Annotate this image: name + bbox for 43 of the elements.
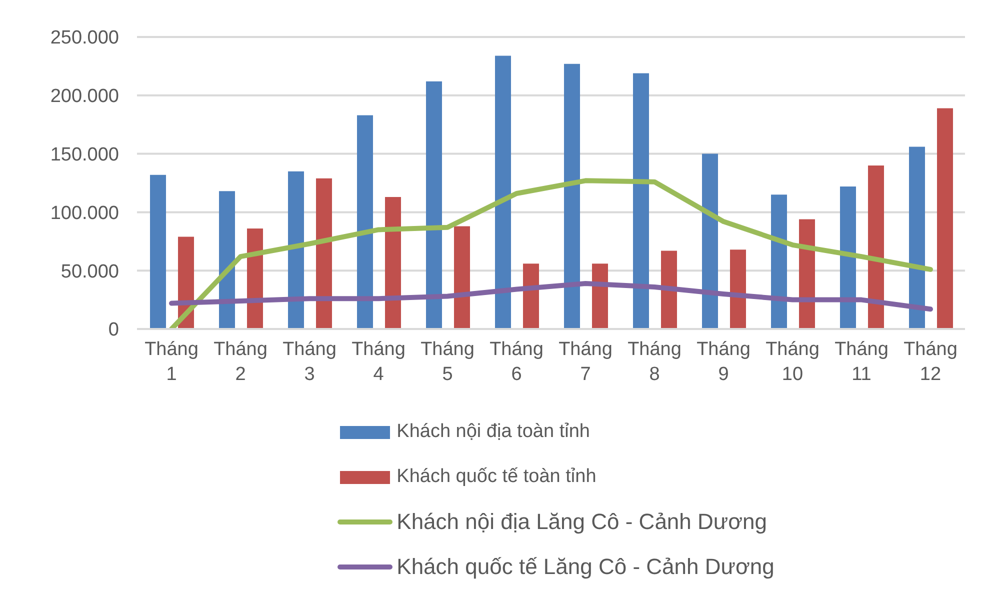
legend-label: Khách nội địa Lăng Cô - Cảnh Dương <box>396 508 768 534</box>
bar <box>868 165 884 329</box>
bar <box>633 73 649 329</box>
bar <box>316 178 332 329</box>
y-tick-label: 50.000 <box>60 261 119 282</box>
bar <box>937 108 953 329</box>
x-tick-label: Tháng 12 <box>904 339 958 385</box>
bar <box>799 219 815 329</box>
legend-label: Khách nội địa toàn tỉnh <box>396 420 590 442</box>
bar <box>564 64 580 329</box>
bar <box>592 264 608 329</box>
y-tick-label: 250.000 <box>50 28 119 49</box>
bar <box>702 154 718 329</box>
x-tick-label: Tháng 11 <box>834 339 888 385</box>
x-tick-label: Tháng 9 <box>696 339 750 385</box>
x-tick-label: Tháng 1 <box>144 339 198 385</box>
bar <box>661 250 677 329</box>
y-tick-label: 100.000 <box>50 202 119 224</box>
y-tick-label: 0 <box>108 320 119 341</box>
x-tick-label: Tháng 2 <box>214 339 268 385</box>
x-tick-label: Tháng 4 <box>352 339 406 385</box>
y-tick-label: 200.000 <box>50 86 119 108</box>
bar <box>730 250 746 329</box>
y-tick-label: 150.000 <box>50 144 119 166</box>
bar <box>454 226 470 329</box>
bar <box>495 56 511 329</box>
bar <box>288 171 304 329</box>
bar <box>840 186 856 329</box>
x-tick-label: Tháng 8 <box>628 339 682 385</box>
x-tick-label: Tháng 5 <box>420 339 474 385</box>
x-tick-label: Tháng 3 <box>282 339 336 385</box>
x-tick-label: Tháng 10 <box>766 339 820 385</box>
bar <box>523 264 539 329</box>
bar <box>357 115 373 329</box>
legend-label: Khách quốc tế toàn tỉnh <box>396 466 596 488</box>
x-tick-label: Tháng 7 <box>558 339 612 385</box>
bar <box>385 197 401 329</box>
bar <box>909 146 925 329</box>
legend-label: Khách quốc tế Lăng Cô - Cảnh Dương <box>396 554 774 580</box>
bar <box>771 194 787 329</box>
bar <box>426 81 442 329</box>
x-tick-label: Tháng 6 <box>490 339 544 385</box>
bar <box>150 174 166 329</box>
